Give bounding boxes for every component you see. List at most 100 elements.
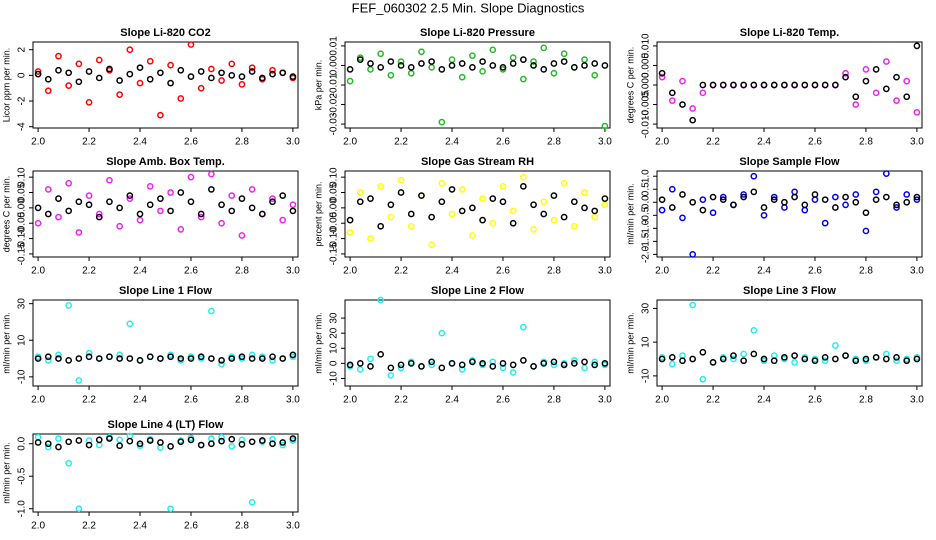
y-tick-label: -0.03 xyxy=(329,112,340,135)
data-point xyxy=(872,89,880,97)
data-point xyxy=(167,505,174,513)
x-tick-label: 2.2 xyxy=(82,395,96,406)
data-point xyxy=(913,42,921,50)
data-point xyxy=(136,357,144,364)
panel-title: Slope Line 1 Flow xyxy=(119,285,212,297)
data-point xyxy=(862,355,870,363)
data-point xyxy=(177,355,185,362)
data-point xyxy=(197,84,205,92)
y-axis-label: kPa per min. xyxy=(313,60,323,111)
x-tick-label: 2.2 xyxy=(394,395,408,406)
y-tick-label: -0.05 xyxy=(329,211,340,234)
data-point xyxy=(530,58,537,65)
data-point xyxy=(387,372,395,379)
panel-title: Slope Line 3 Flow xyxy=(743,285,836,297)
data-point xyxy=(197,353,205,361)
data-point xyxy=(208,186,215,193)
data-point xyxy=(520,357,527,364)
data-point xyxy=(248,498,256,506)
panel: Slope Amb. Box Temp. degrees C per min. 2.… xyxy=(1,156,300,277)
data-point xyxy=(356,360,364,367)
data-point xyxy=(882,58,890,65)
data-point xyxy=(55,52,62,60)
data-point xyxy=(448,186,456,193)
data-point xyxy=(167,353,174,361)
data-point xyxy=(258,210,266,218)
data-point xyxy=(44,443,52,451)
y-tick-label: 0.01 xyxy=(329,36,340,56)
data-point xyxy=(95,210,103,218)
data-point xyxy=(34,439,42,446)
panel: Slope Li-820 Pressure kPa per min. 2.0 2.2 2… xyxy=(313,27,612,148)
data-point xyxy=(893,204,900,211)
data-point xyxy=(106,353,113,361)
data-point xyxy=(428,58,435,65)
panel-title: Slope Li-820 Pressure xyxy=(420,27,535,39)
data-point xyxy=(218,433,225,441)
data-point xyxy=(448,62,456,69)
y-tick-label: 10 xyxy=(641,336,652,348)
data-point xyxy=(872,196,880,204)
data-point xyxy=(750,350,758,358)
x-tick-label: 2.4 xyxy=(757,137,771,148)
data-point xyxy=(570,222,578,230)
data-point xyxy=(882,85,890,93)
panel-title: Slope Sample Flow xyxy=(739,156,840,168)
data-point xyxy=(356,198,364,206)
data-point xyxy=(146,353,154,361)
data-point xyxy=(167,61,174,69)
data-point xyxy=(346,361,354,369)
y-tick-label: 0.10 xyxy=(329,167,340,187)
data-point xyxy=(689,251,697,258)
data-point xyxy=(438,364,446,372)
data-point xyxy=(709,359,717,366)
data-point xyxy=(570,64,578,71)
data-point xyxy=(428,358,435,366)
data-point xyxy=(781,353,788,361)
y-tick-label: 0 xyxy=(329,360,340,366)
y-tick-label: 10 xyxy=(329,342,340,354)
data-point xyxy=(668,204,676,211)
data-point xyxy=(238,232,246,239)
y-tick-label: 30 xyxy=(641,302,652,314)
data-point xyxy=(136,440,144,448)
panel: Slope Line 1 Flow ml/min per min. 2.0 2.2 2.… xyxy=(1,285,300,406)
data-point xyxy=(668,360,676,368)
data-point xyxy=(489,363,497,370)
data-point xyxy=(658,73,666,81)
data-point xyxy=(116,77,123,84)
y-tick-label: -1.0 xyxy=(641,219,652,237)
x-tick-label: 2.4 xyxy=(133,137,147,148)
data-point xyxy=(387,201,395,209)
data-point xyxy=(791,193,798,201)
data-point xyxy=(570,360,578,367)
data-point xyxy=(126,70,134,78)
y-tick-label: -0.05 xyxy=(17,211,28,234)
data-point xyxy=(136,216,144,224)
data-point xyxy=(407,210,415,218)
panel-title: Slope Li-820 Temp. xyxy=(740,27,839,39)
panel-title: Slope Li-820 CO2 xyxy=(120,27,210,39)
data-point xyxy=(34,355,42,362)
data-point xyxy=(55,351,62,359)
data-point xyxy=(65,438,73,446)
y-tick-label: -4 xyxy=(17,122,28,131)
data-point xyxy=(248,351,256,359)
data-point xyxy=(75,60,83,68)
data-point xyxy=(469,358,476,366)
data-point xyxy=(499,198,507,206)
data-point xyxy=(269,440,276,448)
data-point xyxy=(279,439,287,446)
data-point xyxy=(509,54,517,61)
data-point xyxy=(740,350,747,358)
y-tick-label: 20 xyxy=(329,327,340,339)
data-point xyxy=(550,358,558,366)
y-tick-label: 10 xyxy=(17,334,28,346)
x-tick-label: 3.0 xyxy=(598,137,612,148)
data-point xyxy=(55,66,62,74)
figure-title: FEF_060302 2.5 Min. Slope Diagnostics xyxy=(352,0,585,15)
data-point xyxy=(289,351,297,359)
data-point xyxy=(258,355,266,362)
data-point xyxy=(668,353,676,361)
data-point xyxy=(832,193,839,201)
